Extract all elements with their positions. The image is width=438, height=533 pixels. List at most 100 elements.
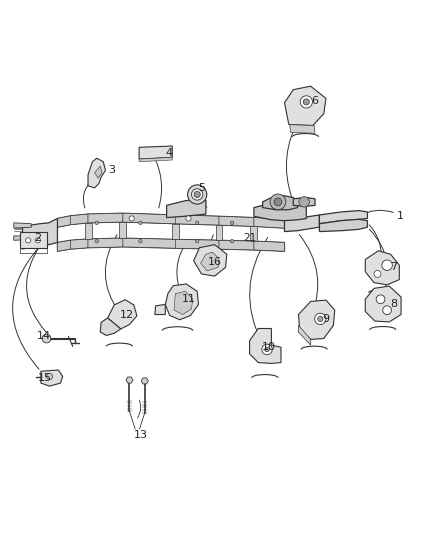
Polygon shape xyxy=(20,232,46,248)
Circle shape xyxy=(186,216,191,221)
Polygon shape xyxy=(250,328,281,364)
Circle shape xyxy=(230,221,234,224)
Polygon shape xyxy=(123,238,175,248)
Polygon shape xyxy=(88,213,123,223)
Circle shape xyxy=(300,96,312,108)
Circle shape xyxy=(35,238,40,243)
Polygon shape xyxy=(155,304,165,314)
Polygon shape xyxy=(57,238,285,251)
Circle shape xyxy=(314,313,326,325)
Circle shape xyxy=(129,216,134,221)
Polygon shape xyxy=(215,225,223,240)
Polygon shape xyxy=(41,370,63,386)
Polygon shape xyxy=(71,214,88,224)
Polygon shape xyxy=(251,227,258,241)
Polygon shape xyxy=(85,223,92,239)
Polygon shape xyxy=(57,213,285,228)
Text: 14: 14 xyxy=(37,332,51,341)
Polygon shape xyxy=(298,300,335,340)
Polygon shape xyxy=(319,211,367,224)
Circle shape xyxy=(374,270,381,277)
Circle shape xyxy=(194,191,200,198)
Text: 1: 1 xyxy=(397,211,404,221)
Polygon shape xyxy=(95,166,102,179)
Polygon shape xyxy=(14,223,31,228)
Text: 11: 11 xyxy=(181,294,195,304)
Text: 12: 12 xyxy=(120,310,134,319)
Polygon shape xyxy=(298,326,311,345)
Circle shape xyxy=(139,221,142,224)
Polygon shape xyxy=(175,239,219,249)
Circle shape xyxy=(95,239,99,243)
Text: 5: 5 xyxy=(198,183,205,193)
Text: 9: 9 xyxy=(322,314,329,324)
Text: 10: 10 xyxy=(262,342,276,352)
Text: 6: 6 xyxy=(311,95,318,106)
Circle shape xyxy=(195,239,199,243)
Polygon shape xyxy=(22,219,57,249)
Polygon shape xyxy=(285,86,326,125)
Circle shape xyxy=(376,295,385,304)
Polygon shape xyxy=(219,216,254,227)
Polygon shape xyxy=(57,240,71,251)
Text: 15: 15 xyxy=(37,373,51,383)
Text: 16: 16 xyxy=(208,257,222,267)
Polygon shape xyxy=(263,196,297,210)
Circle shape xyxy=(299,197,309,207)
Circle shape xyxy=(274,198,282,206)
Polygon shape xyxy=(290,125,315,133)
Polygon shape xyxy=(165,284,198,320)
Polygon shape xyxy=(166,199,206,217)
Polygon shape xyxy=(219,240,254,250)
Polygon shape xyxy=(139,157,172,161)
Text: 4: 4 xyxy=(165,148,172,158)
Polygon shape xyxy=(174,292,193,314)
Polygon shape xyxy=(172,224,179,239)
Circle shape xyxy=(95,221,99,224)
Polygon shape xyxy=(71,239,88,249)
Polygon shape xyxy=(126,377,133,383)
Text: 13: 13 xyxy=(134,430,148,440)
Text: 8: 8 xyxy=(390,298,397,309)
Text: 7: 7 xyxy=(390,262,397,271)
Polygon shape xyxy=(88,238,123,248)
Polygon shape xyxy=(88,158,106,188)
Text: 3: 3 xyxy=(109,165,116,175)
Circle shape xyxy=(195,221,199,224)
Polygon shape xyxy=(57,216,71,227)
Polygon shape xyxy=(14,236,31,240)
Circle shape xyxy=(187,185,207,204)
Polygon shape xyxy=(254,241,285,251)
Circle shape xyxy=(42,334,51,343)
Circle shape xyxy=(270,194,286,210)
Polygon shape xyxy=(254,202,306,221)
Circle shape xyxy=(382,260,392,270)
Polygon shape xyxy=(319,220,367,231)
Polygon shape xyxy=(175,215,219,225)
Circle shape xyxy=(303,99,309,105)
Circle shape xyxy=(46,374,53,379)
Polygon shape xyxy=(100,318,121,335)
Polygon shape xyxy=(254,217,285,228)
Circle shape xyxy=(139,239,142,243)
Polygon shape xyxy=(123,213,175,224)
Polygon shape xyxy=(141,378,148,384)
Circle shape xyxy=(230,239,234,243)
Polygon shape xyxy=(293,198,315,206)
Text: 2: 2 xyxy=(34,233,41,243)
Polygon shape xyxy=(201,252,219,271)
Polygon shape xyxy=(139,146,172,159)
Polygon shape xyxy=(285,215,319,231)
Circle shape xyxy=(191,189,203,200)
Polygon shape xyxy=(120,222,127,238)
Circle shape xyxy=(265,348,269,352)
Text: 21: 21 xyxy=(243,233,256,243)
Polygon shape xyxy=(108,300,137,329)
Circle shape xyxy=(262,344,272,354)
Polygon shape xyxy=(365,286,401,322)
Circle shape xyxy=(318,316,323,321)
Polygon shape xyxy=(194,245,227,276)
Circle shape xyxy=(25,238,31,243)
Polygon shape xyxy=(365,251,399,285)
Circle shape xyxy=(383,306,392,314)
